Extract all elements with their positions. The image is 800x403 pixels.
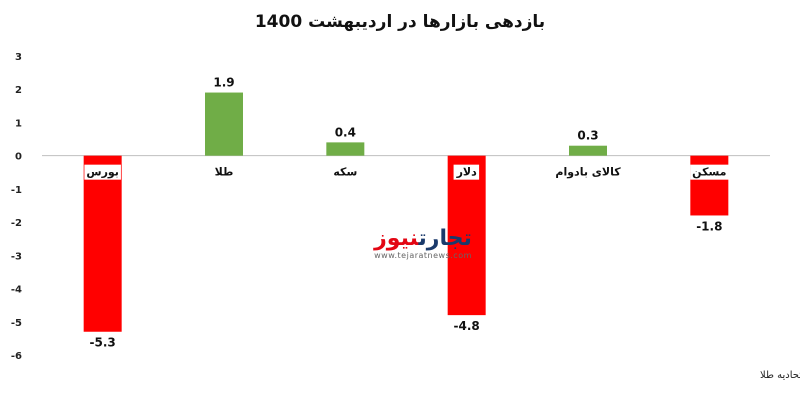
- y-axis: 3 2 1 0 -1 -2 -3 -4 -5 -6: [11, 52, 22, 362]
- bar: [569, 145, 607, 156]
- watermark-part2: نیوز: [373, 226, 419, 251]
- value-label: -5.3: [90, 336, 116, 350]
- y-tick-label: -6: [11, 351, 22, 362]
- category-label: دلار: [456, 166, 478, 179]
- value-label: -1.8: [696, 219, 722, 233]
- watermark-url: www.tejaratnews.com: [374, 251, 472, 260]
- value-label: 0.4: [335, 125, 356, 139]
- y-tick-label: 3: [15, 52, 22, 63]
- y-tick-label: 0: [15, 152, 22, 163]
- chart-title: بازدهی بازارها در اردیبهشت 1400: [255, 12, 545, 32]
- bars-group: -5.3 بورس 1.9 طلا 0.4 سکه -4.8 دلار 0.3 کالای باد…: [83, 76, 729, 350]
- y-tick-label: -4: [11, 285, 22, 296]
- category-label-bg: [84, 164, 121, 180]
- value-label: 0.3: [577, 129, 598, 143]
- bar: [326, 142, 365, 156]
- category-label: بورس: [86, 166, 119, 179]
- bar: [83, 155, 122, 332]
- tejaratnews-watermark: تجارتنیوز www.tejaratnews.com: [373, 226, 472, 260]
- bar: [690, 155, 729, 216]
- bar: [447, 155, 486, 316]
- value-label: -4.8: [454, 319, 480, 333]
- y-tick-label: 2: [15, 85, 22, 96]
- value-label: 1.9: [213, 76, 234, 90]
- watermark-part1: تجارت: [418, 226, 472, 251]
- y-tick-label: 1: [15, 118, 22, 129]
- category-label-bg: [453, 164, 480, 180]
- source-note: منبع: صرافی ملی، سازمان بورس، مرکز آمار …: [760, 368, 800, 381]
- category-label: طلا: [215, 166, 234, 179]
- watermark-logo: تجارتنیوز: [373, 226, 472, 251]
- category-label: مسکن: [692, 166, 726, 179]
- category-label-bg: [690, 164, 729, 180]
- y-tick-label: -2: [11, 218, 22, 229]
- y-tick-label: -1: [11, 185, 22, 196]
- bar: [205, 92, 243, 156]
- y-tick-label: -5: [11, 318, 22, 329]
- category-label: سکه: [333, 166, 357, 179]
- category-label: کالای بادوام: [555, 166, 621, 179]
- y-tick-label: -3: [11, 251, 22, 262]
